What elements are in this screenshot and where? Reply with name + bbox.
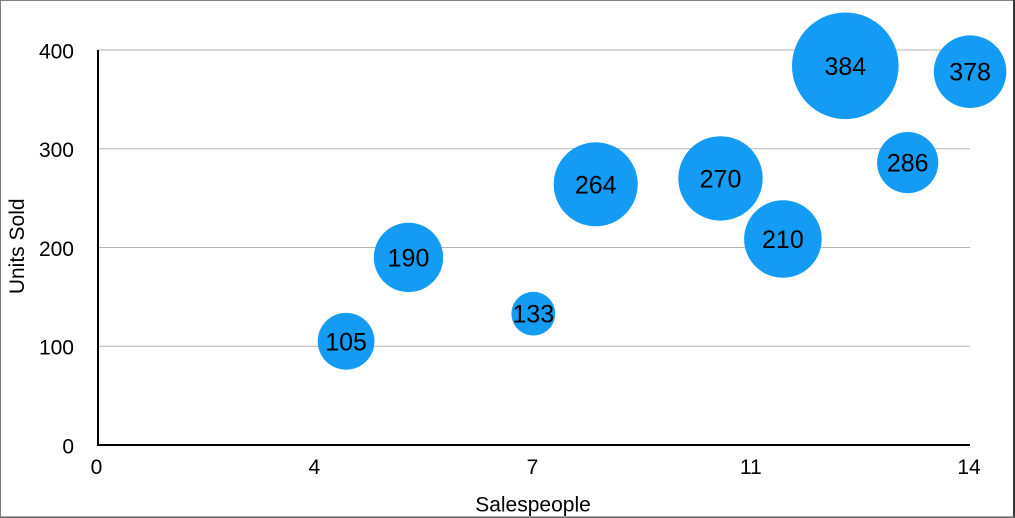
svg-text:200: 200	[39, 238, 74, 261]
svg-text:133: 133	[512, 301, 554, 329]
svg-text:384: 384	[824, 53, 866, 81]
svg-text:210: 210	[762, 226, 804, 254]
svg-text:14: 14	[957, 456, 981, 479]
svg-text:0: 0	[62, 435, 74, 458]
svg-text:300: 300	[39, 139, 74, 162]
svg-text:264: 264	[575, 171, 617, 199]
svg-text:286: 286	[887, 150, 929, 178]
svg-text:400: 400	[39, 40, 74, 63]
svg-text:270: 270	[700, 165, 742, 193]
svg-text:Salespeople: Salespeople	[475, 493, 591, 516]
svg-text:Units Sold: Units Sold	[6, 198, 29, 294]
svg-text:11: 11	[740, 456, 762, 479]
svg-text:7: 7	[527, 456, 539, 479]
svg-text:4: 4	[308, 456, 320, 479]
svg-text:378: 378	[949, 59, 991, 87]
svg-text:0: 0	[91, 456, 103, 479]
svg-text:190: 190	[388, 244, 430, 272]
svg-text:105: 105	[325, 328, 367, 356]
svg-text:100: 100	[39, 337, 74, 360]
